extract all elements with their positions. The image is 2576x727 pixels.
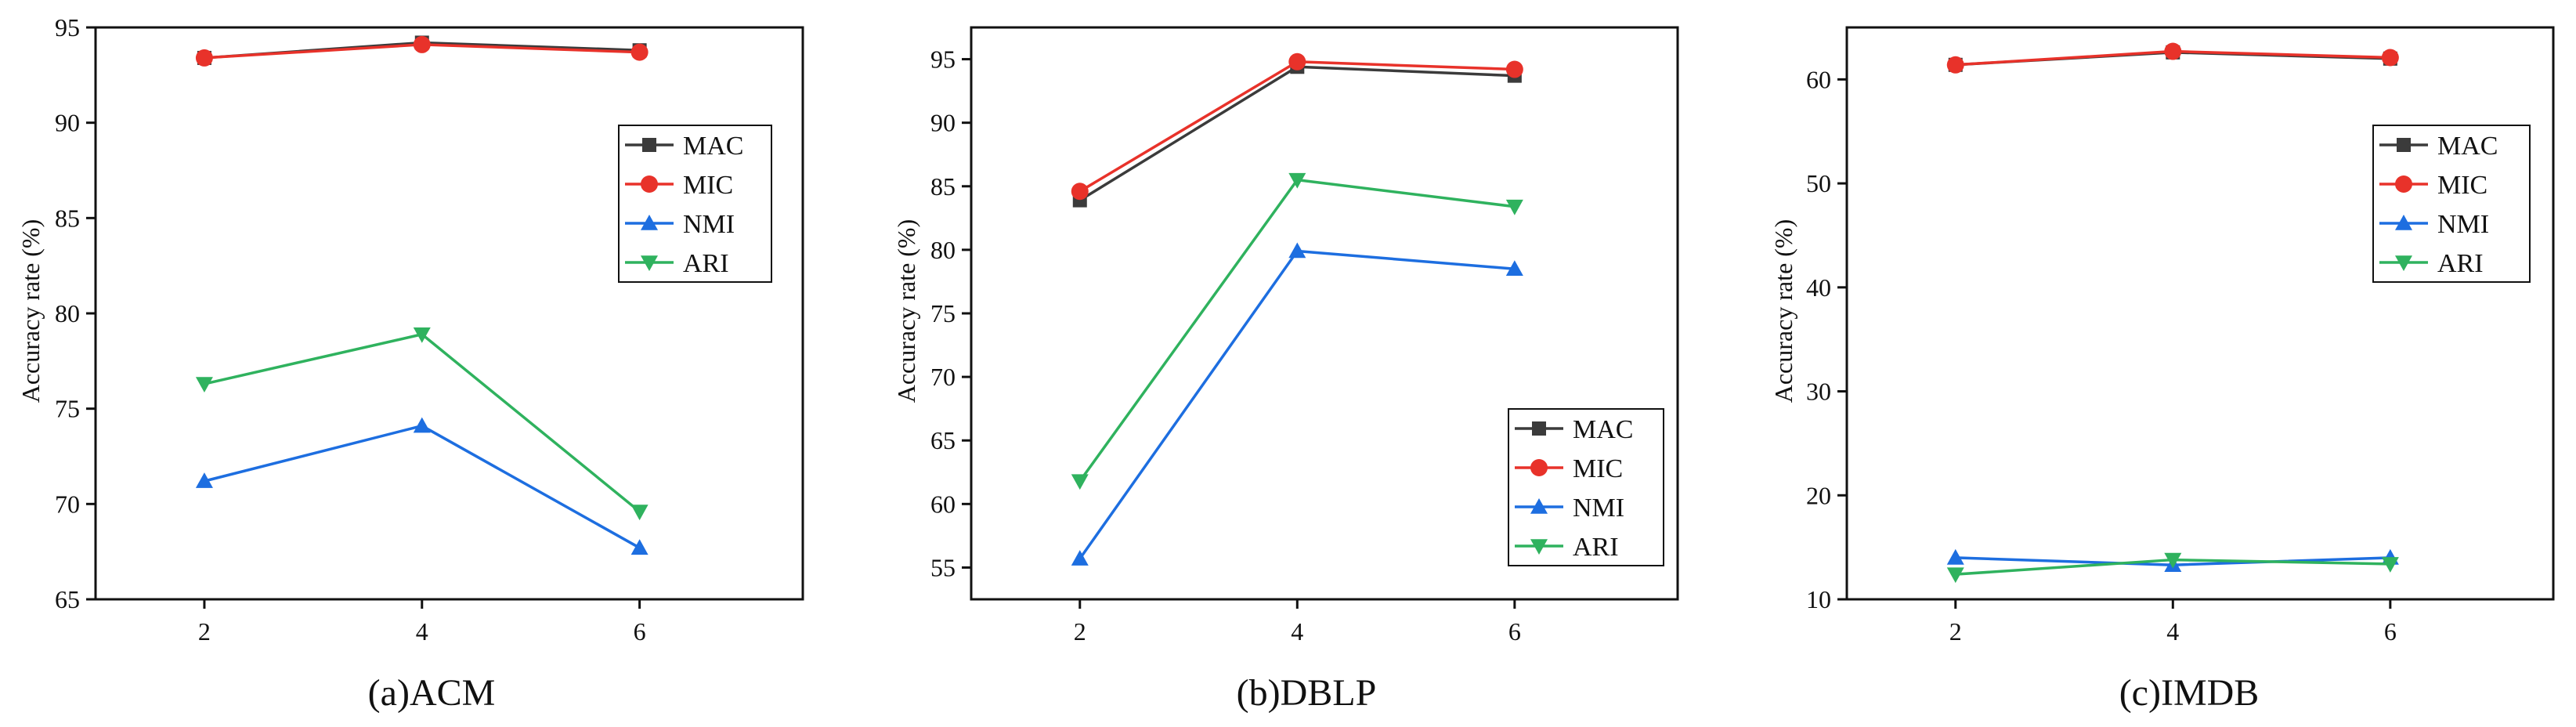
legend-label-mac: MAC (683, 132, 743, 161)
legend: MAC MIC NMI ARI (1508, 408, 1664, 566)
data-point-nmi (195, 472, 213, 488)
y-tick-label: 65 (55, 585, 80, 613)
legend-marker-nmi (2395, 215, 2412, 230)
legend-marker-nmi (1530, 498, 1548, 514)
plot-area: 55 60 65 70 75 80 85 90 95 2 4 6 MAC MIC NMI ARI (930, 26, 1679, 646)
y-tick-label: 55 (930, 553, 956, 581)
y-tick-label: 95 (930, 45, 956, 74)
y-axis-title: Accuracy rate (%) (892, 219, 920, 403)
data-point-ari (2381, 557, 2399, 573)
legend-label-mac: MAC (1573, 415, 1633, 444)
data-point-nmi (413, 417, 431, 433)
y-tick-label: 50 (1806, 169, 1831, 197)
legend-label-nmi: NMI (2437, 210, 2489, 239)
legend-label-nmi: NMI (1573, 494, 1624, 523)
data-point-nmi (1505, 260, 1523, 277)
y-tick-label: 60 (930, 490, 956, 518)
legend-label-ari: ARI (1573, 533, 1619, 562)
chart-panel-acm: 65 70 75 80 85 90 95 2 4 6 MAC MIC NMI ARI Accuracy r… (16, 13, 804, 714)
data-point-ari (195, 377, 213, 393)
y-tick-label: 10 (1806, 585, 1831, 613)
data-point-ari (1946, 567, 1964, 584)
legend-label-mic: MIC (683, 171, 733, 200)
data-point-mic (1288, 52, 1306, 71)
legend-marker-ari (2395, 255, 2412, 271)
x-tick-label: 4 (1291, 617, 1303, 646)
y-tick-label: 90 (55, 109, 80, 137)
x-tick-label: 4 (2166, 617, 2179, 646)
chart-caption: (b)DBLP (1237, 672, 1377, 714)
legend-marker-mic (1530, 459, 1548, 476)
legend-marker-mic (641, 175, 658, 193)
data-point-mic (2381, 49, 2399, 67)
data-point-ari (413, 327, 431, 343)
data-point-mic (195, 49, 213, 67)
x-tick-label: 2 (1074, 617, 1086, 646)
data-point-ari (1071, 474, 1089, 490)
legend-marker-ari (1530, 539, 1548, 555)
data-point-mic (1071, 183, 1089, 201)
legend: MAC MIC NMI ARI (2372, 125, 2531, 283)
data-point-mic (630, 43, 649, 61)
plot-area: 65 70 75 80 85 90 95 2 4 6 MAC MIC NMI ARI (55, 13, 804, 646)
legend-label-ari: ARI (683, 249, 729, 278)
legend-marker-mac (642, 138, 656, 152)
data-point-mic (413, 35, 431, 53)
legend-marker-mac (1532, 421, 1546, 436)
axes-frame (1845, 26, 2555, 601)
x-tick-label: 6 (634, 617, 646, 646)
data-point-mic (2164, 42, 2182, 60)
legend-marker-nmi (641, 215, 658, 230)
plot-area: 10 20 30 40 50 60 2 4 6 MAC MIC NMI ARI (1806, 26, 2555, 646)
y-axis-title: Accuracy rate (%) (1769, 219, 1797, 403)
y-tick-label: 75 (55, 395, 80, 423)
legend-label-mic: MIC (2437, 171, 2487, 200)
y-tick-label: 85 (55, 204, 80, 232)
x-tick-label: 6 (2384, 617, 2397, 646)
legend-marker-mac (2397, 138, 2411, 152)
x-tick-label: 2 (198, 617, 211, 646)
y-tick-label: 60 (1806, 65, 1831, 93)
x-tick-label: 2 (1949, 617, 1962, 646)
legend-label-nmi: NMI (683, 210, 735, 239)
y-tick-label: 95 (55, 13, 80, 42)
x-tick-label: 6 (1508, 617, 1521, 646)
data-point-ari (1288, 172, 1306, 189)
chart-panel-dblp: 55 60 65 70 75 80 85 90 95 2 4 6 MAC MIC NMI ARI Accura… (892, 26, 1679, 714)
legend-label-mic: MIC (1573, 454, 1623, 483)
y-tick-label: 40 (1806, 273, 1831, 302)
data-point-ari (1505, 199, 1523, 215)
y-tick-label: 80 (55, 299, 80, 327)
data-point-ari (2164, 552, 2182, 569)
chart-panel-imdb: 10 20 30 40 50 60 2 4 6 MAC MIC NMI ARI Accuracy rat… (1769, 26, 2555, 714)
data-point-ari (630, 505, 649, 521)
chart-caption: (c)IMDB (2119, 672, 2260, 714)
legend: MAC MIC NMI ARI (618, 125, 772, 283)
legend-label-mac: MAC (2437, 132, 2498, 161)
legend-marker-ari (641, 255, 658, 271)
data-point-nmi (630, 539, 649, 555)
y-tick-label: 80 (930, 236, 956, 264)
y-tick-label: 70 (55, 490, 80, 518)
data-point-nmi (1288, 242, 1306, 259)
x-tick-label: 4 (416, 617, 428, 646)
chart-caption: (a)ACM (368, 672, 496, 714)
legend-marker-mic (2395, 175, 2412, 193)
y-tick-label: 85 (930, 172, 956, 201)
y-tick-label: 75 (930, 299, 956, 327)
y-tick-label: 65 (930, 426, 956, 454)
data-point-mic (1946, 56, 1964, 74)
y-tick-label: 20 (1806, 481, 1831, 509)
y-axis-title: Accuracy rate (%) (16, 219, 45, 403)
legend-label-ari: ARI (2437, 249, 2484, 278)
y-tick-label: 90 (930, 109, 956, 137)
y-tick-label: 70 (930, 363, 956, 391)
data-point-nmi (1071, 550, 1089, 566)
y-tick-label: 30 (1806, 378, 1831, 406)
data-point-nmi (1946, 548, 1964, 565)
data-point-mic (1505, 60, 1523, 78)
